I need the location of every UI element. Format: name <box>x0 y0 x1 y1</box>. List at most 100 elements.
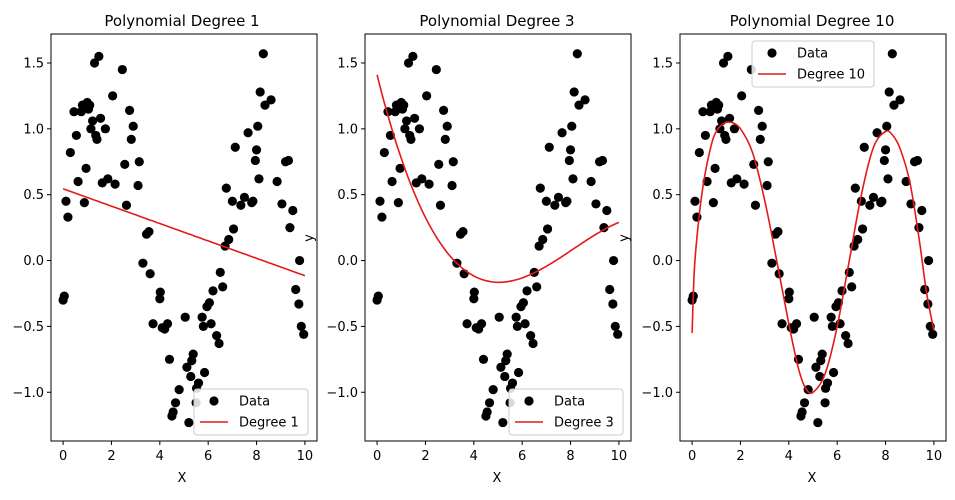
data-point <box>820 398 830 408</box>
x-tick-label: 10 <box>611 449 628 464</box>
data-point <box>557 128 567 138</box>
data-point <box>94 51 104 61</box>
y-tick-label: 0.5 <box>337 188 358 203</box>
data-point <box>204 298 214 308</box>
data-point <box>532 282 542 292</box>
data-point <box>288 205 298 216</box>
data-point <box>553 192 564 202</box>
data-point <box>877 196 887 206</box>
data-point <box>469 294 479 304</box>
y-tick-label: 1.0 <box>23 122 44 137</box>
x-tick-label: 2 <box>736 449 744 464</box>
x-axis-label: X <box>808 471 817 486</box>
data-point <box>580 95 590 105</box>
data-point <box>923 255 934 266</box>
legend-marker-data <box>767 48 777 58</box>
data-point <box>724 113 735 123</box>
data-point <box>162 319 173 329</box>
data-point <box>843 338 853 349</box>
data-point <box>522 286 532 296</box>
data-point <box>186 371 196 382</box>
data-point <box>605 284 615 295</box>
data-point <box>121 200 132 210</box>
data-point <box>401 116 412 126</box>
data-point <box>822 378 833 388</box>
data-point <box>512 321 522 332</box>
data-point <box>599 223 609 233</box>
data-point <box>239 192 250 202</box>
data-point <box>414 124 425 134</box>
data-point <box>500 371 510 382</box>
data-point <box>424 179 434 189</box>
data-point <box>714 100 724 110</box>
x-tick-label: 10 <box>926 449 943 464</box>
subplot-title: Polynomial Degree 3 <box>419 12 574 30</box>
data-point <box>133 180 143 191</box>
data-point <box>291 284 301 295</box>
x-tick-label: 4 <box>156 449 164 464</box>
data-point <box>299 329 309 339</box>
data-point <box>206 319 216 329</box>
subplot-degree-3: Polynomial Degree 3 X y 0 2 4 6 8 10 −1.0 −0.5 0… <box>302 12 632 486</box>
data-points <box>372 49 623 428</box>
x-tick-label: 10 <box>297 449 314 464</box>
data-point <box>478 354 489 364</box>
data-point <box>184 417 194 428</box>
data-point <box>767 258 777 268</box>
data-point <box>100 124 111 134</box>
y-tick-label: 0.5 <box>652 188 673 203</box>
x-tick-label: 6 <box>833 449 841 464</box>
data-point <box>698 107 708 117</box>
data-point <box>568 174 578 184</box>
data-point <box>168 407 178 417</box>
data-point <box>544 142 554 152</box>
y-tick-label: −0.5 <box>326 320 358 335</box>
data-point <box>236 200 246 210</box>
data-point <box>815 371 825 382</box>
data-point <box>817 349 827 359</box>
data-point <box>750 200 761 210</box>
y-tick-label: 1.5 <box>23 56 44 71</box>
data-point <box>528 338 538 349</box>
data-point <box>755 134 765 144</box>
data-point <box>520 319 530 329</box>
y-tick-label: 0.5 <box>23 188 44 203</box>
data-point <box>809 312 819 322</box>
data-point <box>283 155 294 166</box>
data-point <box>708 197 718 208</box>
data-point <box>89 58 100 68</box>
data-point <box>399 100 409 110</box>
data-point <box>828 367 839 378</box>
data-point <box>221 183 231 193</box>
data-point <box>865 200 875 210</box>
data-point <box>377 212 387 222</box>
x-axis-label: X <box>178 471 187 486</box>
data-point <box>124 105 135 115</box>
data-point <box>498 417 508 428</box>
data-point <box>857 224 868 234</box>
x-tick-label: 8 <box>881 449 889 464</box>
data-point <box>710 163 720 173</box>
x-axis-label: X <box>493 471 502 486</box>
data-point <box>208 286 218 296</box>
data-point <box>138 258 148 268</box>
data-point <box>777 319 787 329</box>
data-point <box>71 130 81 141</box>
data-point <box>811 362 821 372</box>
y-tick-label: 0.0 <box>652 254 673 269</box>
data-point <box>387 176 397 187</box>
data-point <box>591 199 601 209</box>
data-point <box>255 87 265 97</box>
data-point <box>294 255 305 266</box>
data-point <box>715 124 725 134</box>
data-point <box>569 87 579 97</box>
legend-marker-data <box>524 396 534 406</box>
data-point <box>69 107 79 117</box>
data-point <box>164 354 175 364</box>
data-point <box>541 196 551 206</box>
data-point <box>511 312 521 322</box>
data-point <box>61 196 71 206</box>
data-point <box>224 234 234 245</box>
x-tick-label: 4 <box>470 449 478 464</box>
